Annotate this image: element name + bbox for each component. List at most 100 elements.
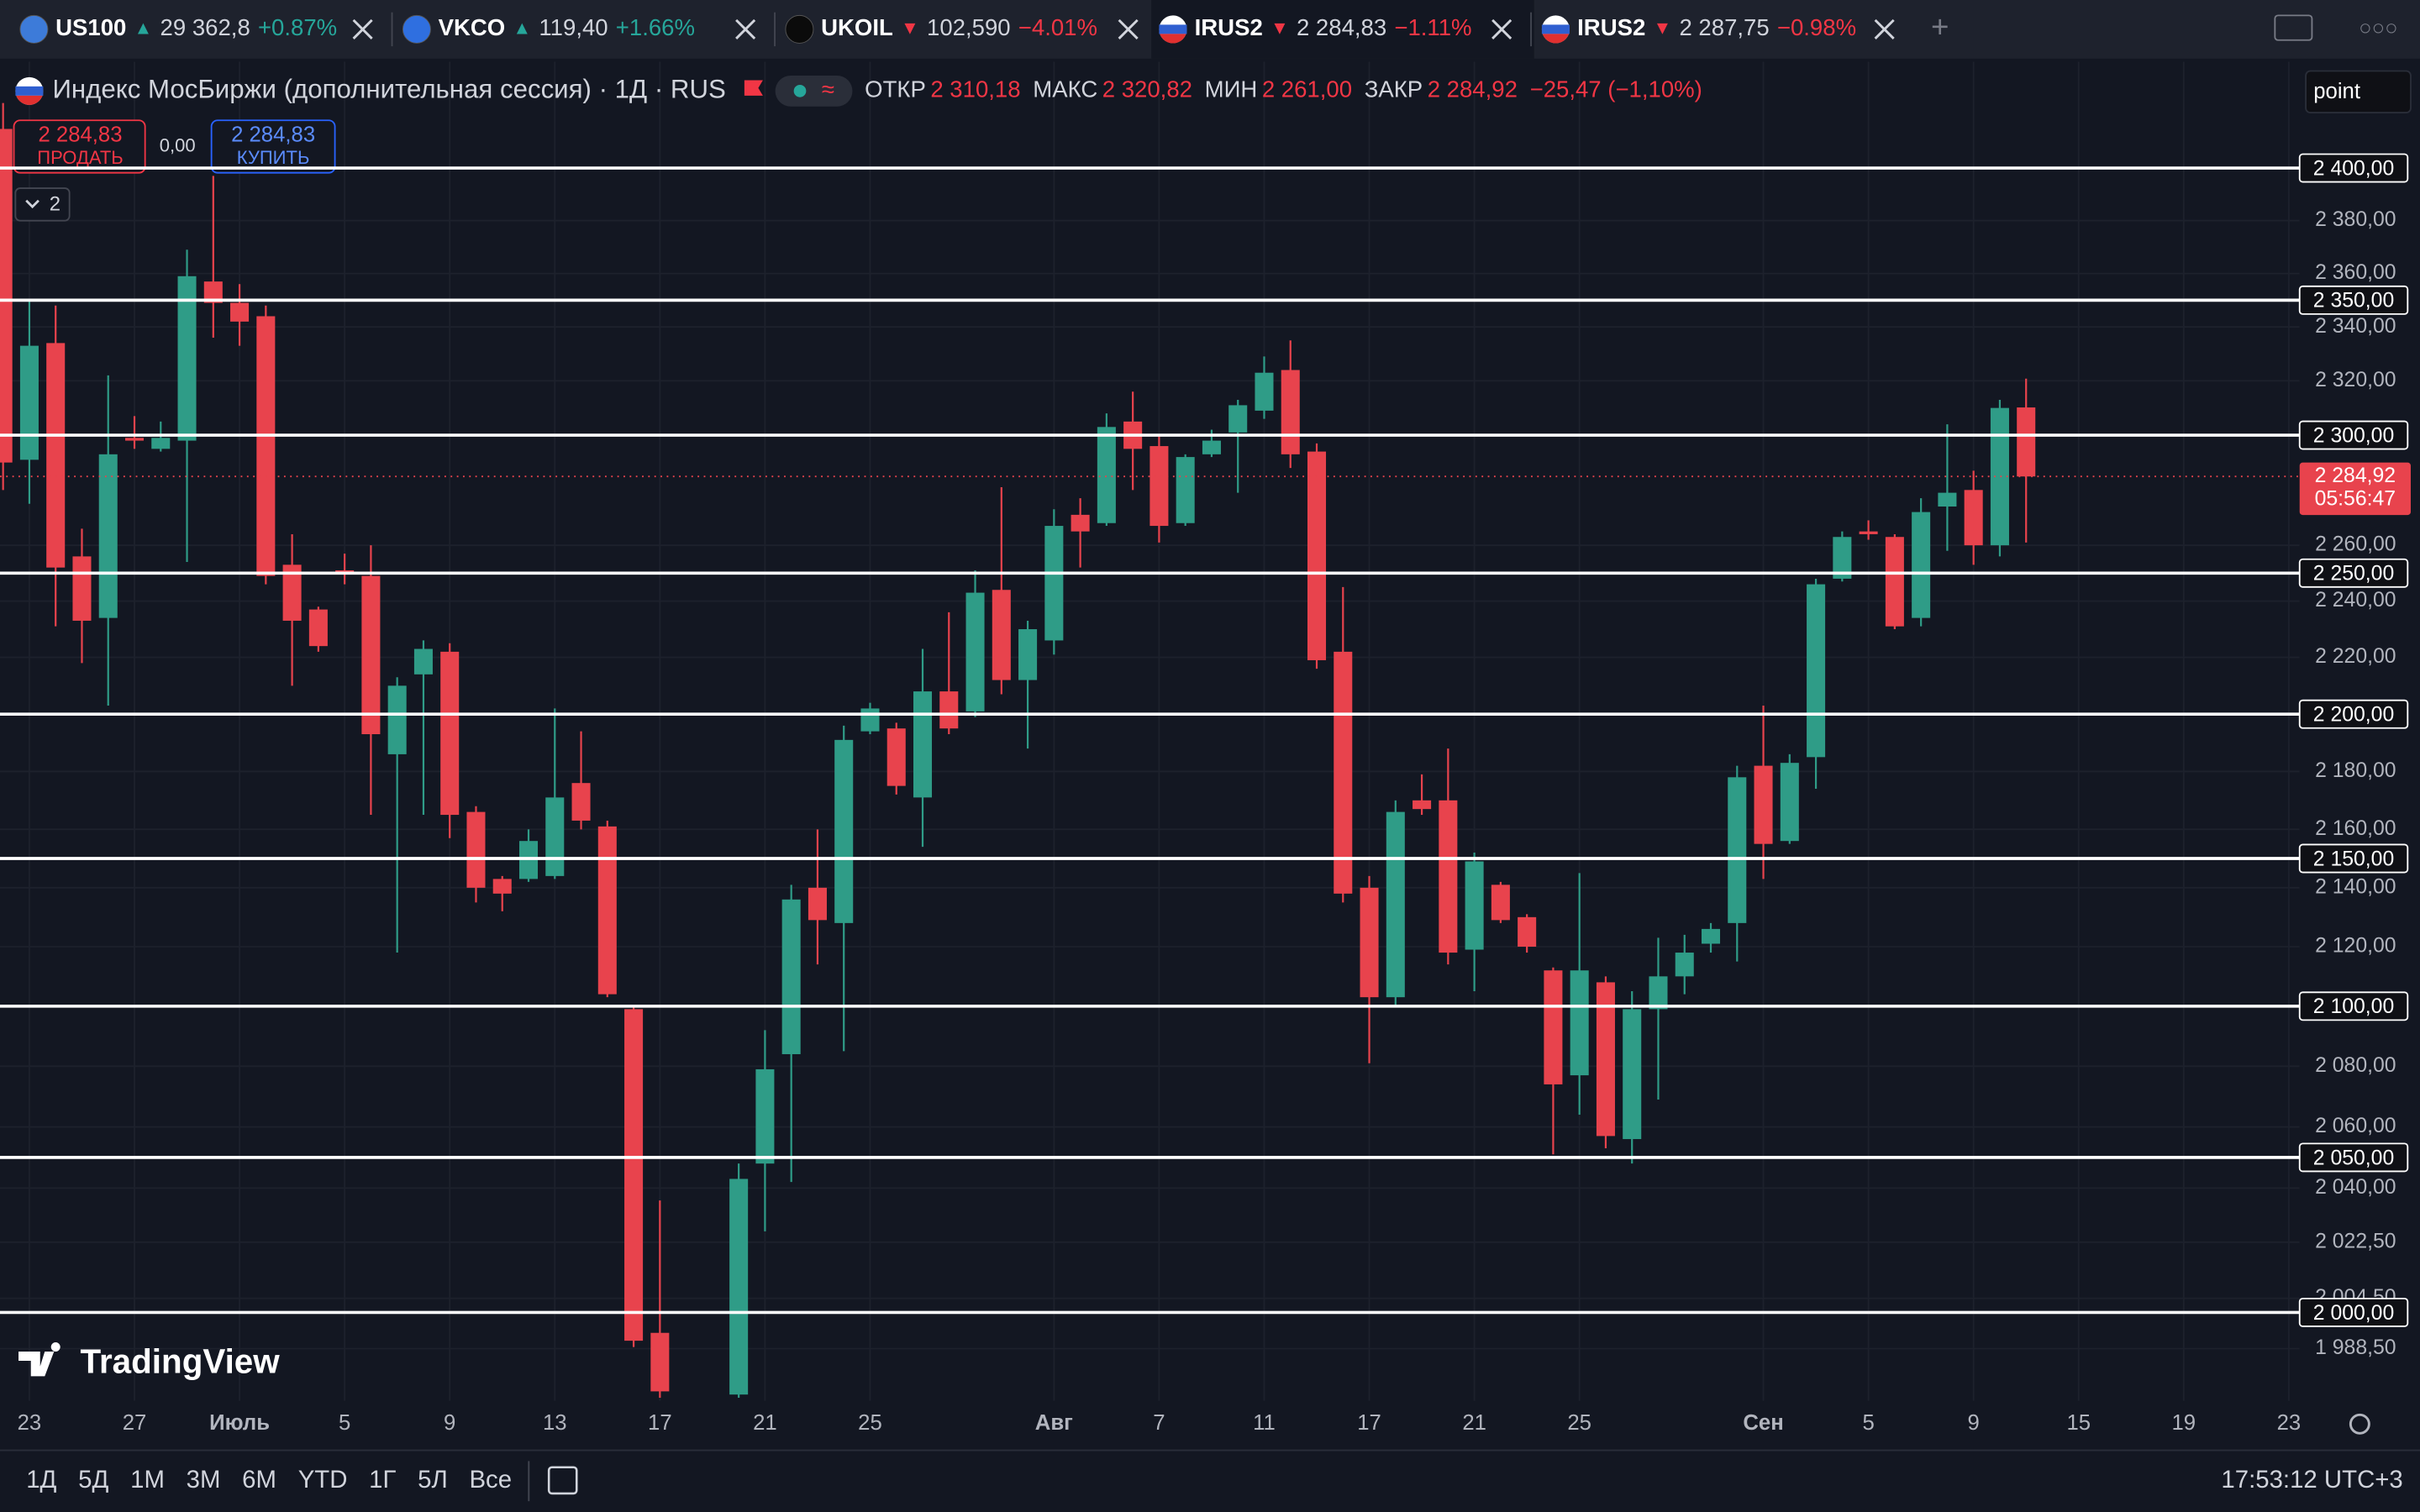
indicators-toggle[interactable] [14,187,71,222]
candle-body [1807,584,1826,758]
candle-body [755,1068,775,1164]
y-tick-label: 2 260,00 [2315,533,2396,556]
x-tick-label: 7 [1153,1411,1165,1435]
candle-body [98,454,118,618]
y-tick-label: 2 180,00 [2315,759,2396,782]
input-text[interactable]: point [2313,80,2360,103]
y-tick-label: 2 040,00 [2315,1176,2396,1199]
indicators-count[interactable]: 2 [50,193,60,216]
period-button[interactable]: 5Л [418,1466,448,1494]
y-tick-label: 2 240,00 [2315,589,2396,612]
tab[interactable]: IRUS2 ▼ 2 287,75 −0.98% [1541,14,1856,44]
tab[interactable]: UKOIL ▼ 102,590 −4.01% [785,14,1097,44]
candle-body [1176,457,1195,523]
candle-body [440,651,460,816]
y-tick-label: 2 320,00 [2315,369,2396,391]
line-label-box [2298,991,2409,1021]
line-label-box [2298,843,2409,874]
sell-label[interactable]: ПРОДАТЬ [37,147,124,168]
x-tick-label: 17 [648,1411,672,1435]
candle-body [965,592,985,711]
flag-blue [1541,24,1570,34]
x-tick-label: 23 [18,1411,42,1435]
period-button[interactable]: 1Д [26,1466,56,1494]
change: −25,47 (−1,10%) [1530,76,1702,102]
candle-body [1044,526,1064,641]
x-tick-label: 9 [444,1411,455,1435]
tab-change: −4.01% [1018,14,1097,40]
candle-body [1649,976,1668,1010]
period-button[interactable]: 3М [187,1466,221,1494]
y-tick-label: 2 120,00 [2315,935,2396,958]
tab-close[interactable] [352,18,373,39]
y-tick-label: 2 360,00 [2315,261,2396,284]
input-box[interactable] [2305,70,2412,113]
tab-arrow: ▼ [1653,18,1671,39]
countdown: 05:56:47 [2315,487,2396,510]
buy-label[interactable]: КУПИТЬ [237,147,310,168]
candle-body [72,556,92,621]
period-button[interactable]: YTD [298,1466,348,1494]
tab-price: 102,590 [927,14,1011,40]
line-label-box [2298,420,2409,450]
period-button[interactable]: 5Д [78,1466,108,1494]
tab[interactable]: IRUS2 ▼ 2 284,83 −1.11% [1159,14,1472,44]
candle-body [1228,405,1248,433]
line-label: 2 050,00 [2313,1147,2394,1169]
overlay: Индекс МосБиржи (дополнительная сессия) … [13,70,2412,1380]
period-button[interactable]: Все [469,1466,512,1494]
candle-body [650,1332,670,1392]
candle-body [1570,970,1589,1076]
more-icon[interactable]: ○○○ [2359,17,2398,40]
tab-change: +1.66% [616,14,695,40]
clock: 17:53:12 UTC+3 [2221,1466,2402,1494]
period-button[interactable]: 6М [242,1466,276,1494]
sell-price[interactable]: 2 284,83 [38,123,122,146]
new-tab-button[interactable]: + [1931,10,1949,45]
candle-body [597,826,617,995]
candle-body [124,438,145,441]
tab-arrow: ▲ [134,18,153,39]
y-tick-label: 2 220,00 [2315,645,2396,668]
candle-body [1018,629,1038,680]
tab-close[interactable] [1118,18,1139,39]
flag-red [1160,34,1186,44]
x-tick-label: 27 [123,1411,147,1435]
candle-body [46,343,66,568]
spread: 0,00 [160,134,196,155]
line-label-box [2298,558,2409,588]
settings-icon[interactable] [2349,1413,2370,1435]
line-label-box [2298,153,2409,183]
candle-body [992,590,1011,680]
flag-blue [1159,24,1187,34]
tab[interactable]: VKCO ▲ 119,40 +1.66% [402,14,695,44]
sell-button[interactable] [13,119,146,174]
candle-body [1938,492,1957,507]
y-tick-label: 2 380,00 [2315,208,2396,231]
candle-body [1728,777,1747,923]
status-dot [793,85,807,97]
period-button[interactable]: 1Г [369,1466,396,1494]
candle-body [177,276,197,441]
buy-price[interactable]: 2 284,83 [231,123,315,146]
candle-body [151,438,171,449]
candle-body [1833,537,1852,579]
x-tick-label: 11 [1253,1411,1276,1435]
y-tick-label: 2 060,00 [2315,1115,2396,1137]
candle-body [1912,512,1931,618]
period-button[interactable]: 1М [130,1466,165,1494]
tab-close[interactable] [735,18,756,39]
tab[interactable]: US100 ▲ 29 362,8 +0.87% [19,14,337,44]
candle-body [1780,763,1799,842]
tab-icon [19,14,49,44]
layout-icon[interactable] [2274,14,2313,41]
candle-body [1255,372,1274,411]
tab-close[interactable] [1491,18,1512,39]
calendar-icon[interactable] [547,1466,578,1495]
status-wave: ≈ [822,76,834,102]
ohlc-label: ЗАКР [1365,76,1423,102]
tab-close[interactable] [1874,18,1895,39]
tab-price: 2 284,83 [1297,14,1386,40]
buy-button[interactable] [210,119,336,174]
ohlc-value: 2 310,18 [930,76,1020,102]
